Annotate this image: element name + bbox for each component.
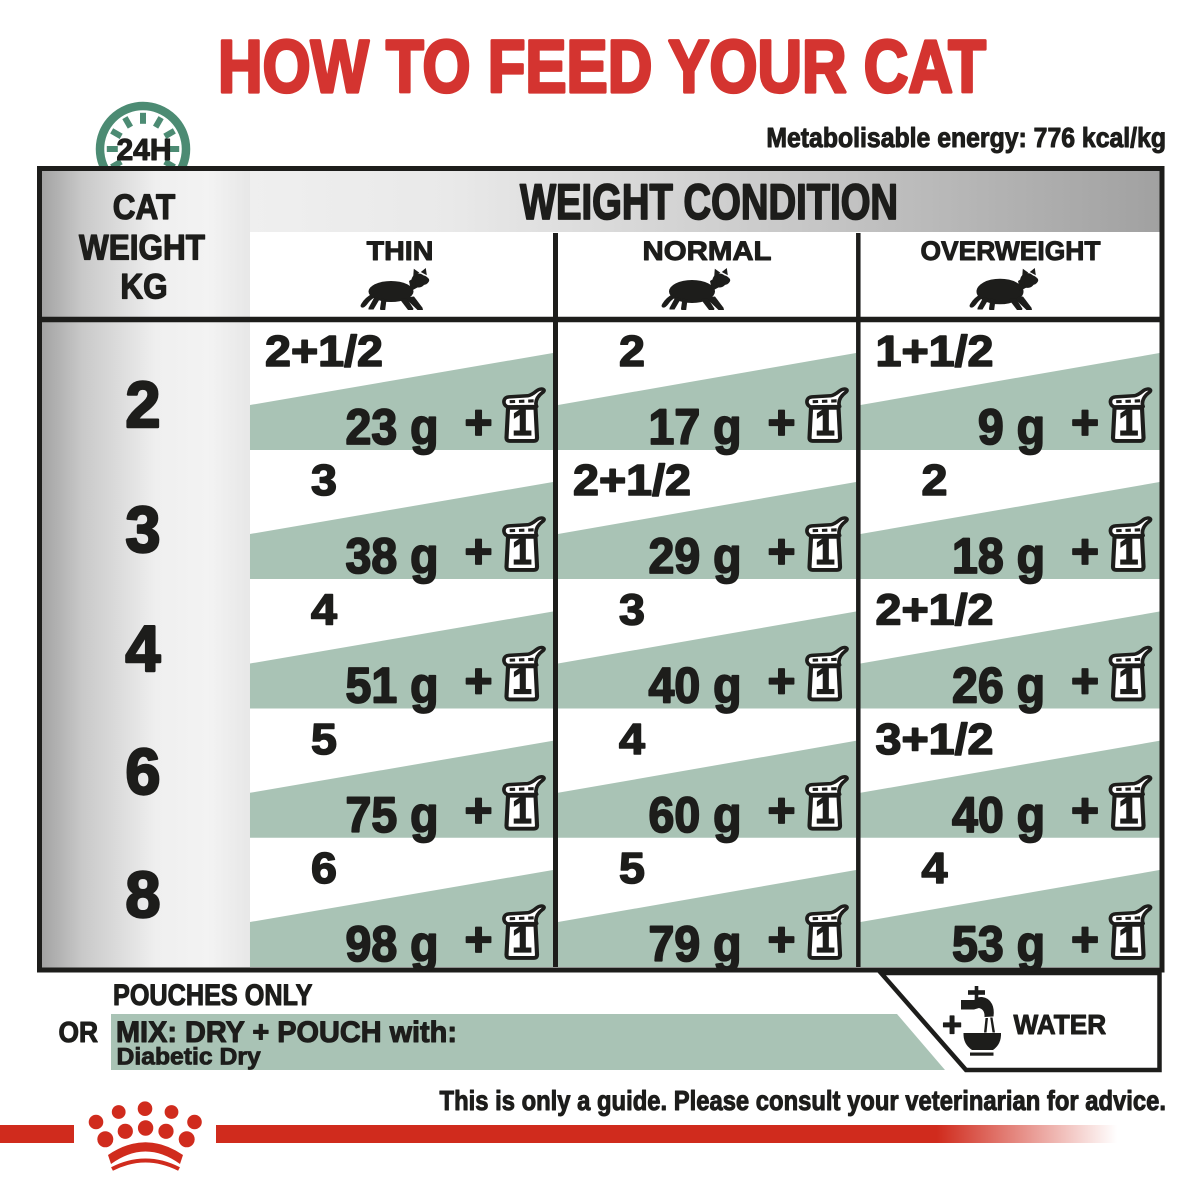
svg-text:CAT: CAT bbox=[113, 189, 175, 228]
svg-text:51 g: 51 g bbox=[345, 658, 438, 714]
svg-text:2+1/2: 2+1/2 bbox=[265, 326, 383, 375]
svg-text:+: + bbox=[1071, 526, 1099, 579]
svg-text:WEIGHT CONDITION: WEIGHT CONDITION bbox=[520, 175, 898, 230]
svg-text:+: + bbox=[767, 526, 795, 579]
svg-text:MIX: DRY + POUCH with:: MIX: DRY + POUCH with: bbox=[116, 1016, 457, 1050]
svg-text:4: 4 bbox=[619, 714, 645, 763]
svg-text:53 g: 53 g bbox=[952, 916, 1045, 972]
svg-text:This is only a guide. Please c: This is only a guide. Please consult you… bbox=[440, 1086, 1166, 1116]
svg-text:WEIGHT: WEIGHT bbox=[79, 229, 205, 268]
svg-text:26 g: 26 g bbox=[952, 658, 1045, 714]
svg-text:3+1/2: 3+1/2 bbox=[876, 714, 994, 763]
svg-text:+: + bbox=[464, 397, 492, 450]
svg-text:29 g: 29 g bbox=[648, 528, 741, 584]
svg-text:2+1/2: 2+1/2 bbox=[876, 585, 994, 634]
svg-text:Metabolisable energy: 776 kcal: Metabolisable energy: 776 kcal/kg bbox=[766, 122, 1166, 154]
svg-text:Diabetic Dry: Diabetic Dry bbox=[117, 1044, 262, 1071]
svg-text:+: + bbox=[1071, 914, 1099, 967]
svg-text:+: + bbox=[1071, 656, 1099, 709]
svg-text:+: + bbox=[1071, 785, 1099, 838]
svg-text:4: 4 bbox=[125, 612, 161, 685]
svg-text:WATER: WATER bbox=[1014, 1009, 1107, 1040]
svg-text:POUCHES ONLY: POUCHES ONLY bbox=[113, 978, 313, 1012]
svg-text:2: 2 bbox=[922, 455, 948, 504]
svg-text:6: 6 bbox=[311, 843, 337, 892]
svg-text:+: + bbox=[767, 785, 795, 838]
svg-text:40 g: 40 g bbox=[952, 787, 1045, 843]
svg-text:38 g: 38 g bbox=[345, 528, 438, 584]
svg-text:+: + bbox=[767, 914, 795, 967]
svg-text:3: 3 bbox=[311, 455, 337, 504]
svg-text:8: 8 bbox=[125, 858, 160, 931]
svg-text:+: + bbox=[1071, 397, 1099, 450]
svg-text:OVERWEIGHT: OVERWEIGHT bbox=[920, 236, 1100, 266]
svg-text:5: 5 bbox=[619, 843, 645, 892]
svg-text:1+1/2: 1+1/2 bbox=[876, 326, 994, 375]
svg-text:HOW TO FEED YOUR CAT: HOW TO FEED YOUR CAT bbox=[218, 26, 986, 109]
svg-text:2: 2 bbox=[125, 368, 160, 441]
svg-text:NORMAL: NORMAL bbox=[642, 236, 771, 265]
svg-text:THIN: THIN bbox=[367, 236, 434, 266]
svg-text:+: + bbox=[464, 914, 492, 967]
svg-text:+: + bbox=[767, 397, 795, 450]
svg-text:+: + bbox=[464, 526, 492, 579]
svg-text:2+1/2: 2+1/2 bbox=[573, 455, 691, 504]
svg-text:24H: 24H bbox=[116, 133, 171, 168]
svg-text:60 g: 60 g bbox=[648, 787, 741, 843]
svg-text:+: + bbox=[464, 656, 492, 709]
svg-text:40 g: 40 g bbox=[648, 658, 741, 714]
svg-text:98 g: 98 g bbox=[345, 916, 438, 972]
svg-text:3: 3 bbox=[619, 585, 645, 634]
svg-text:9 g: 9 g bbox=[978, 399, 1045, 455]
svg-text:3: 3 bbox=[125, 493, 160, 566]
svg-text:+: + bbox=[464, 785, 492, 838]
svg-text:+: + bbox=[767, 656, 795, 709]
svg-text:+: + bbox=[942, 1006, 962, 1044]
svg-text:18 g: 18 g bbox=[952, 528, 1045, 584]
svg-text:79 g: 79 g bbox=[648, 916, 741, 972]
svg-text:OR: OR bbox=[59, 1016, 99, 1048]
svg-text:23 g: 23 g bbox=[345, 399, 438, 455]
svg-text:17 g: 17 g bbox=[648, 399, 741, 455]
svg-text:2: 2 bbox=[619, 326, 645, 375]
svg-text:75 g: 75 g bbox=[345, 787, 438, 843]
svg-text:4: 4 bbox=[311, 585, 337, 634]
svg-text:5: 5 bbox=[311, 714, 337, 763]
svg-text:KG: KG bbox=[120, 268, 167, 307]
svg-text:4: 4 bbox=[922, 843, 948, 892]
svg-text:6: 6 bbox=[125, 735, 160, 808]
